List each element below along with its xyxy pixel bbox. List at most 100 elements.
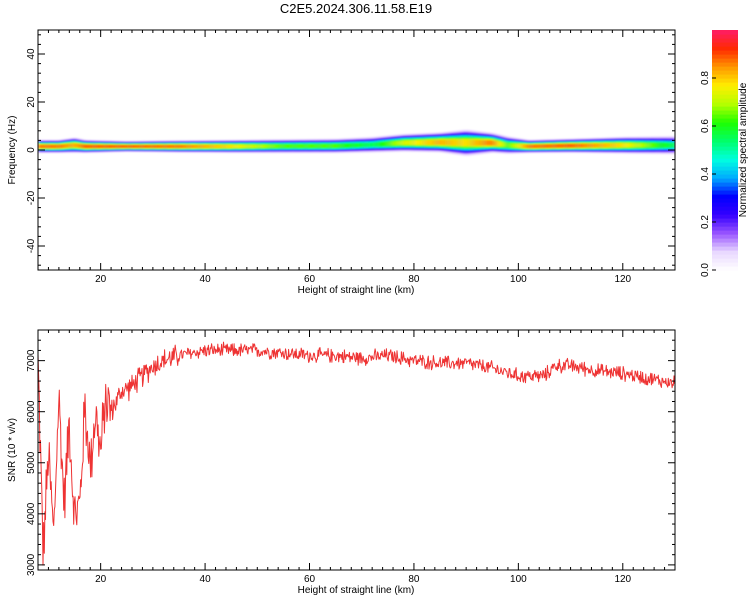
spectral-cell bbox=[181, 144, 185, 148]
spectral-cell bbox=[379, 142, 384, 147]
spectral-cell bbox=[487, 140, 491, 146]
colorbar: 0.0 0.2 0.4 0.6 0.8 Normalized spectral ampl… bbox=[700, 30, 749, 277]
spectral-cell bbox=[322, 144, 326, 148]
spectral-cell bbox=[544, 144, 548, 148]
spectral-cell bbox=[330, 144, 334, 148]
spectrogram-y-tick-label: 40 bbox=[26, 48, 37, 60]
spectral-cell bbox=[312, 144, 316, 148]
spectral-cell bbox=[594, 143, 598, 148]
colorbar-cell bbox=[712, 206, 738, 211]
spectral-cell bbox=[189, 144, 193, 148]
spectral-cell bbox=[656, 143, 660, 148]
spectral-cell bbox=[421, 140, 425, 145]
spectral-cell bbox=[484, 140, 488, 146]
colorbar-cell bbox=[712, 66, 738, 71]
colorbar-cell bbox=[712, 42, 738, 47]
spectral-cell bbox=[246, 144, 251, 148]
spectral-cell bbox=[74, 143, 78, 148]
colorbar-cell bbox=[712, 106, 738, 111]
spectral-cell bbox=[192, 144, 196, 148]
colorbar-cell bbox=[712, 110, 738, 115]
spectral-cell bbox=[395, 141, 399, 146]
spectral-cell bbox=[77, 143, 81, 148]
spectral-cell bbox=[272, 144, 277, 148]
spectral-cell bbox=[296, 144, 300, 148]
spectrogram-x-tick-label: 40 bbox=[200, 274, 212, 285]
spectral-cell bbox=[400, 140, 405, 145]
spectral-cell bbox=[129, 145, 133, 148]
spectral-cell bbox=[489, 140, 493, 146]
spectral-cell bbox=[254, 144, 258, 148]
spectral-cell bbox=[293, 144, 298, 148]
spectral-cell bbox=[202, 144, 206, 148]
spectral-cell bbox=[304, 144, 308, 148]
spectral-cell bbox=[348, 143, 352, 148]
spectral-cell bbox=[531, 144, 535, 148]
snr-x-tick-label: 80 bbox=[408, 574, 420, 585]
spectral-cell bbox=[536, 144, 540, 148]
colorbar-cell bbox=[712, 198, 738, 203]
spectral-cell bbox=[210, 144, 214, 148]
spectral-cell bbox=[244, 144, 248, 148]
spectral-cell bbox=[573, 143, 577, 148]
colorbar-cell bbox=[712, 86, 738, 91]
snr-y-axis-label: SNR (10 * v/v) bbox=[7, 418, 18, 482]
spectrogram-y-tick-label: 20 bbox=[26, 96, 37, 108]
spectral-cell bbox=[165, 144, 170, 148]
snr-x-tick-label: 20 bbox=[95, 574, 107, 585]
colorbar-cell bbox=[712, 70, 738, 75]
colorbar-label: Normalized spectral amplitude bbox=[738, 82, 749, 217]
spectral-cell bbox=[340, 143, 345, 148]
spectral-cell bbox=[492, 140, 496, 146]
colorbar-cell bbox=[712, 166, 738, 171]
spectral-cell bbox=[280, 144, 285, 148]
spectral-cell bbox=[622, 143, 626, 148]
spectral-cell bbox=[66, 144, 70, 148]
spectral-cell bbox=[369, 142, 373, 147]
spectral-cell bbox=[79, 144, 83, 148]
spectral-cell bbox=[359, 143, 363, 147]
spectral-cell bbox=[570, 144, 574, 148]
spectral-cell bbox=[393, 141, 397, 146]
spectral-cell bbox=[43, 144, 47, 148]
spectral-cell bbox=[197, 144, 201, 148]
spectral-cell bbox=[440, 139, 444, 145]
colorbar-cell bbox=[712, 130, 738, 135]
colorbar-cell bbox=[712, 90, 738, 95]
spectrogram-x-axis-label: Height of straight line (km) bbox=[298, 285, 415, 296]
spectral-cell bbox=[178, 144, 183, 148]
spectral-cell bbox=[505, 142, 509, 148]
colorbar-cell bbox=[712, 102, 738, 107]
colorbar-cell bbox=[712, 258, 738, 263]
spectral-cell bbox=[651, 143, 655, 148]
spectrogram-y-tick-label: 0 bbox=[26, 147, 37, 153]
spectral-cell bbox=[173, 144, 177, 148]
spectral-cell bbox=[432, 140, 436, 145]
spectral-cell bbox=[398, 141, 402, 146]
colorbar-tick-label: 0.8 bbox=[700, 71, 711, 85]
spectral-cell bbox=[648, 143, 653, 148]
colorbar-cell bbox=[712, 34, 738, 39]
spectral-cell bbox=[231, 144, 235, 148]
colorbar-cell bbox=[712, 138, 738, 143]
spectral-cell bbox=[620, 143, 624, 148]
colorbar-cell bbox=[712, 250, 738, 255]
spectral-cell bbox=[259, 144, 264, 148]
colorbar-cell bbox=[712, 174, 738, 179]
colorbar-cell bbox=[712, 62, 738, 67]
spectral-cell bbox=[547, 144, 551, 148]
spectrogram-x-tick-label: 60 bbox=[304, 274, 316, 285]
spectral-cell bbox=[416, 140, 420, 145]
spectral-cell bbox=[442, 139, 446, 145]
spectral-cell bbox=[71, 143, 76, 148]
spectral-cell bbox=[155, 145, 159, 148]
spectral-cell bbox=[366, 143, 371, 147]
spectral-cell bbox=[58, 144, 63, 148]
spectral-cell bbox=[45, 144, 50, 148]
spectral-cell bbox=[591, 143, 595, 148]
spectral-cell bbox=[215, 144, 219, 148]
spectral-cell bbox=[338, 144, 342, 148]
spectral-cell bbox=[481, 140, 486, 146]
spectral-cell bbox=[299, 144, 303, 148]
snr-panel: 20 40 60 80 100 120 3000 4000 5000 6000 7000 Heigh… bbox=[7, 329, 676, 596]
